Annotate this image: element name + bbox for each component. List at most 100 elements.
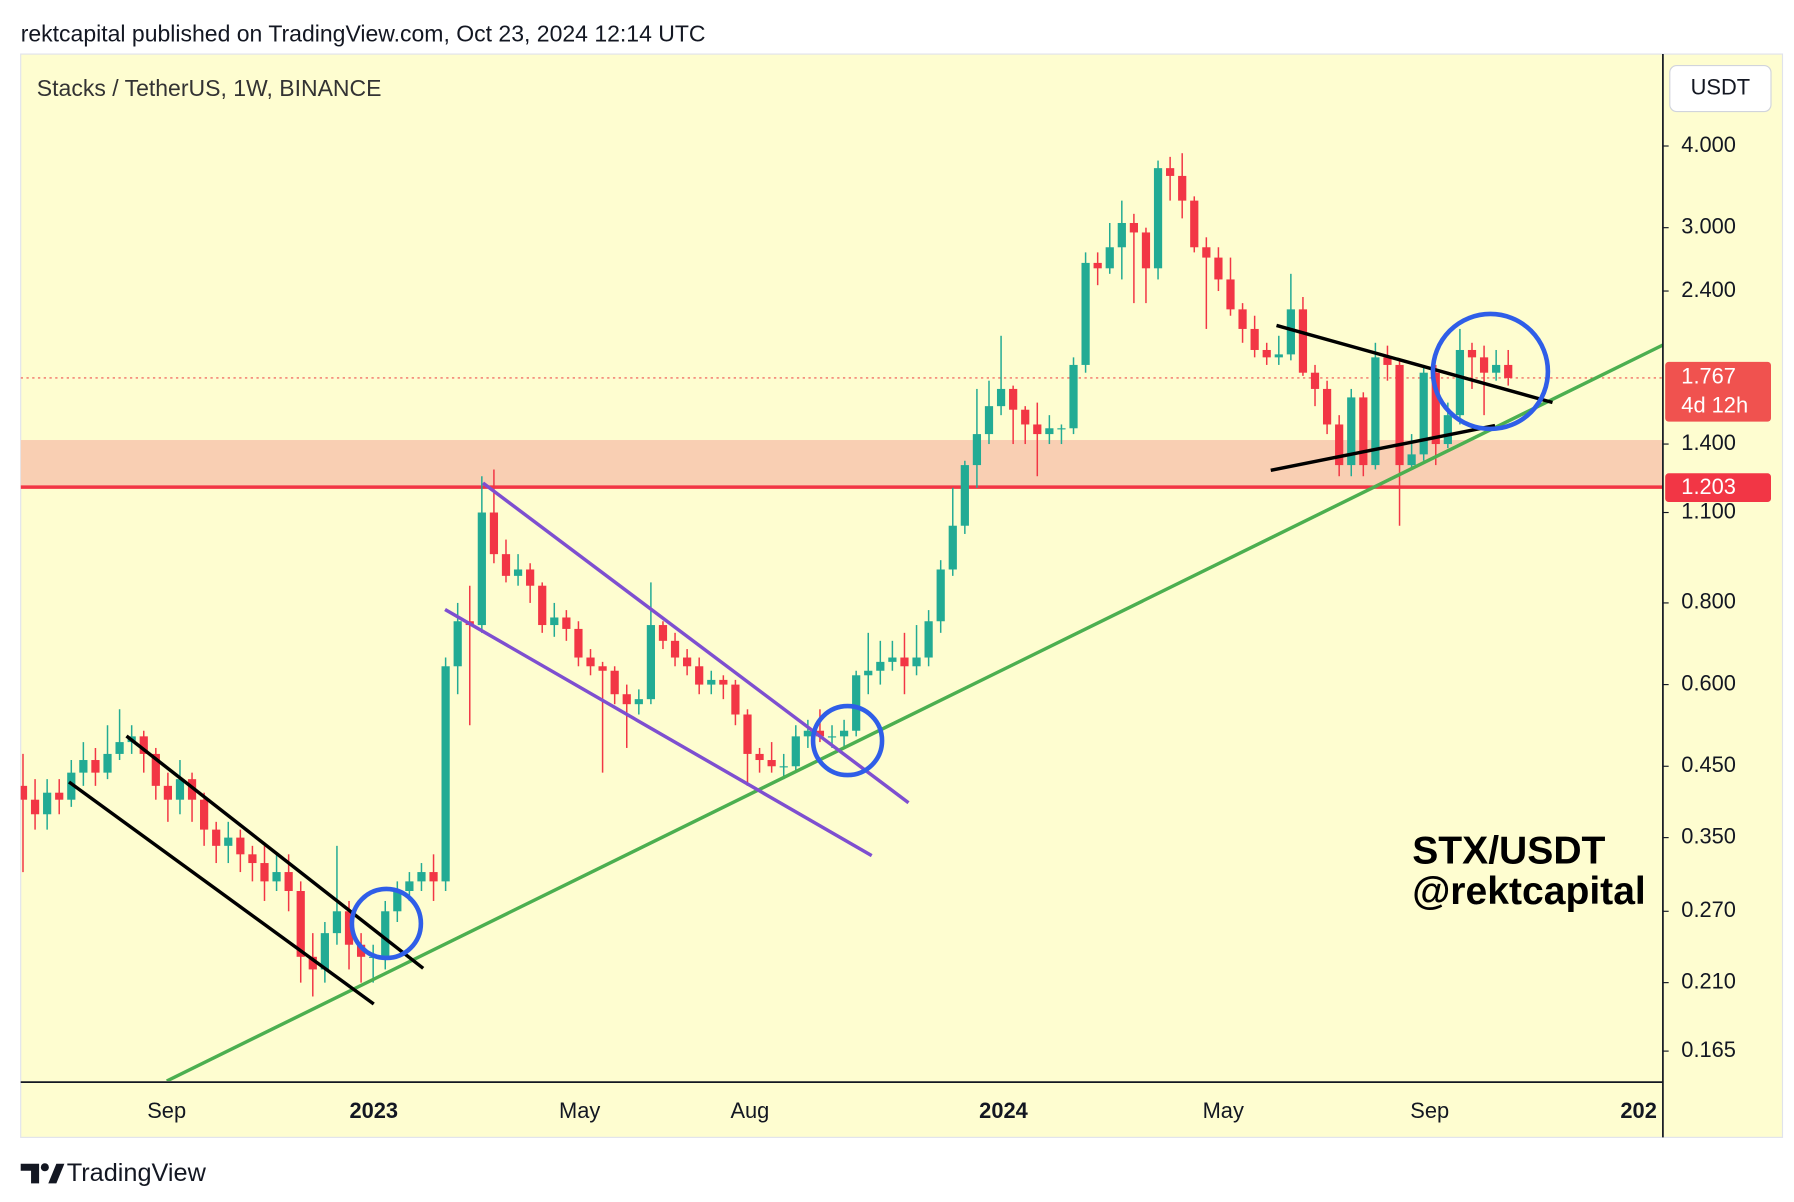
- candle-body: [695, 666, 704, 685]
- candle-body: [513, 569, 523, 576]
- x-tick-label: 2023: [349, 1098, 398, 1123]
- candle-body: [936, 569, 945, 622]
- candle-body: [598, 666, 607, 671]
- candle-body: [1190, 200, 1199, 248]
- header: rektcapital published on TradingView.com…: [21, 21, 706, 47]
- candle-body: [1467, 349, 1477, 358]
- candle-body: [1178, 175, 1187, 201]
- candle-body: [996, 388, 1006, 407]
- level-box: [1665, 473, 1771, 503]
- currency-label[interactable]: USDT: [1691, 74, 1750, 99]
- x-tick-label: May: [559, 1098, 600, 1123]
- candle-body: [1262, 349, 1271, 358]
- annotation: @rektcapital: [1412, 870, 1646, 913]
- candle-body: [103, 753, 112, 773]
- support-zone: [20, 440, 1663, 488]
- candle-body: [562, 617, 571, 629]
- candle-body: [1286, 309, 1295, 355]
- y-tick-label: 4.000: [1681, 132, 1736, 157]
- candle-body: [115, 742, 124, 754]
- candle-body: [1081, 262, 1090, 365]
- candle-body: [526, 569, 535, 586]
- candle-body: [1371, 357, 1380, 466]
- candle-body: [1335, 424, 1344, 466]
- candle-body: [1117, 222, 1126, 248]
- candle-body: [683, 657, 692, 667]
- y-tick-label: 0.350: [1681, 823, 1736, 848]
- footer-brand: TradingView: [67, 1159, 207, 1187]
- candle-body: [1395, 364, 1404, 466]
- candle-body: [501, 554, 511, 576]
- candle-body: [634, 699, 643, 705]
- candle-body: [224, 837, 233, 846]
- logo: [20, 1163, 65, 1184]
- y-tick-label: 0.800: [1681, 589, 1736, 614]
- currency-button[interactable]: [1669, 64, 1772, 113]
- candle-body: [30, 799, 40, 815]
- candle-body: [670, 640, 680, 658]
- candle-body: [417, 872, 426, 882]
- channel-line: [67, 780, 375, 1006]
- candle-body: [912, 657, 921, 667]
- candle-body: [646, 625, 655, 700]
- candle-body: [658, 625, 668, 641]
- candle-body: [791, 736, 800, 767]
- candle-body: [864, 670, 873, 676]
- candle-body: [1057, 428, 1066, 430]
- candle-body: [260, 863, 269, 882]
- triangle-line: [1270, 423, 1496, 473]
- candle-body: [489, 512, 499, 555]
- last-price-box: [1665, 361, 1771, 422]
- candle-body: [1009, 388, 1018, 410]
- candle-body: [308, 956, 317, 970]
- candle-body: [1443, 415, 1452, 445]
- candle-body: [574, 628, 583, 658]
- candle-body: [1383, 357, 1392, 365]
- candle-body: [1310, 372, 1320, 389]
- candle-body: [1250, 328, 1259, 350]
- y-tick-label: 0.210: [1681, 968, 1736, 993]
- candle-body: [175, 779, 185, 800]
- candle-body: [212, 829, 221, 846]
- trendline: [165, 343, 1663, 1082]
- candle-body: [1492, 364, 1501, 373]
- candle-body: [344, 911, 354, 945]
- candle-body: [550, 617, 559, 626]
- candle-body: [622, 694, 631, 705]
- candle-body: [1105, 247, 1114, 269]
- candle-body: [1347, 397, 1356, 466]
- candle-body: [1141, 232, 1151, 269]
- candle-body: [1407, 454, 1416, 466]
- candle-body: [1238, 309, 1247, 329]
- candle-body: [586, 657, 595, 667]
- level-label: 1.203: [1681, 474, 1736, 499]
- candle-body: [91, 760, 100, 773]
- channel-line: [125, 734, 425, 970]
- wedge-line: [481, 481, 910, 805]
- candle-body: [1166, 168, 1175, 176]
- candle-body: [1298, 309, 1308, 373]
- candle-body: [707, 679, 716, 685]
- candle-body: [839, 730, 849, 737]
- candle-body: [1504, 364, 1513, 378]
- candle-body: [1226, 279, 1235, 310]
- x-tick-label: May: [1203, 1098, 1244, 1123]
- candle-body: [1274, 354, 1283, 358]
- highlight-circle: [349, 886, 424, 961]
- candle-body: [163, 785, 172, 800]
- time-axis: Sep 2023 May Aug 2024 May Sep 202: [147, 1098, 1657, 1123]
- chart-title: Stacks / TetherUS, 1W, BINANCE: [37, 75, 382, 101]
- candle-body: [79, 760, 88, 773]
- highlight-circle: [810, 703, 885, 778]
- candle-body: [1045, 428, 1054, 435]
- candle-body: [453, 621, 462, 667]
- candle-body: [429, 872, 438, 882]
- candle-body: [1322, 388, 1332, 425]
- candle-body: [538, 585, 547, 626]
- y-tick-label: 0.600: [1681, 670, 1736, 695]
- candle-body: [960, 465, 969, 526]
- candle-body: [441, 666, 450, 882]
- candle-body: [332, 911, 342, 934]
- candle-body: [236, 837, 245, 855]
